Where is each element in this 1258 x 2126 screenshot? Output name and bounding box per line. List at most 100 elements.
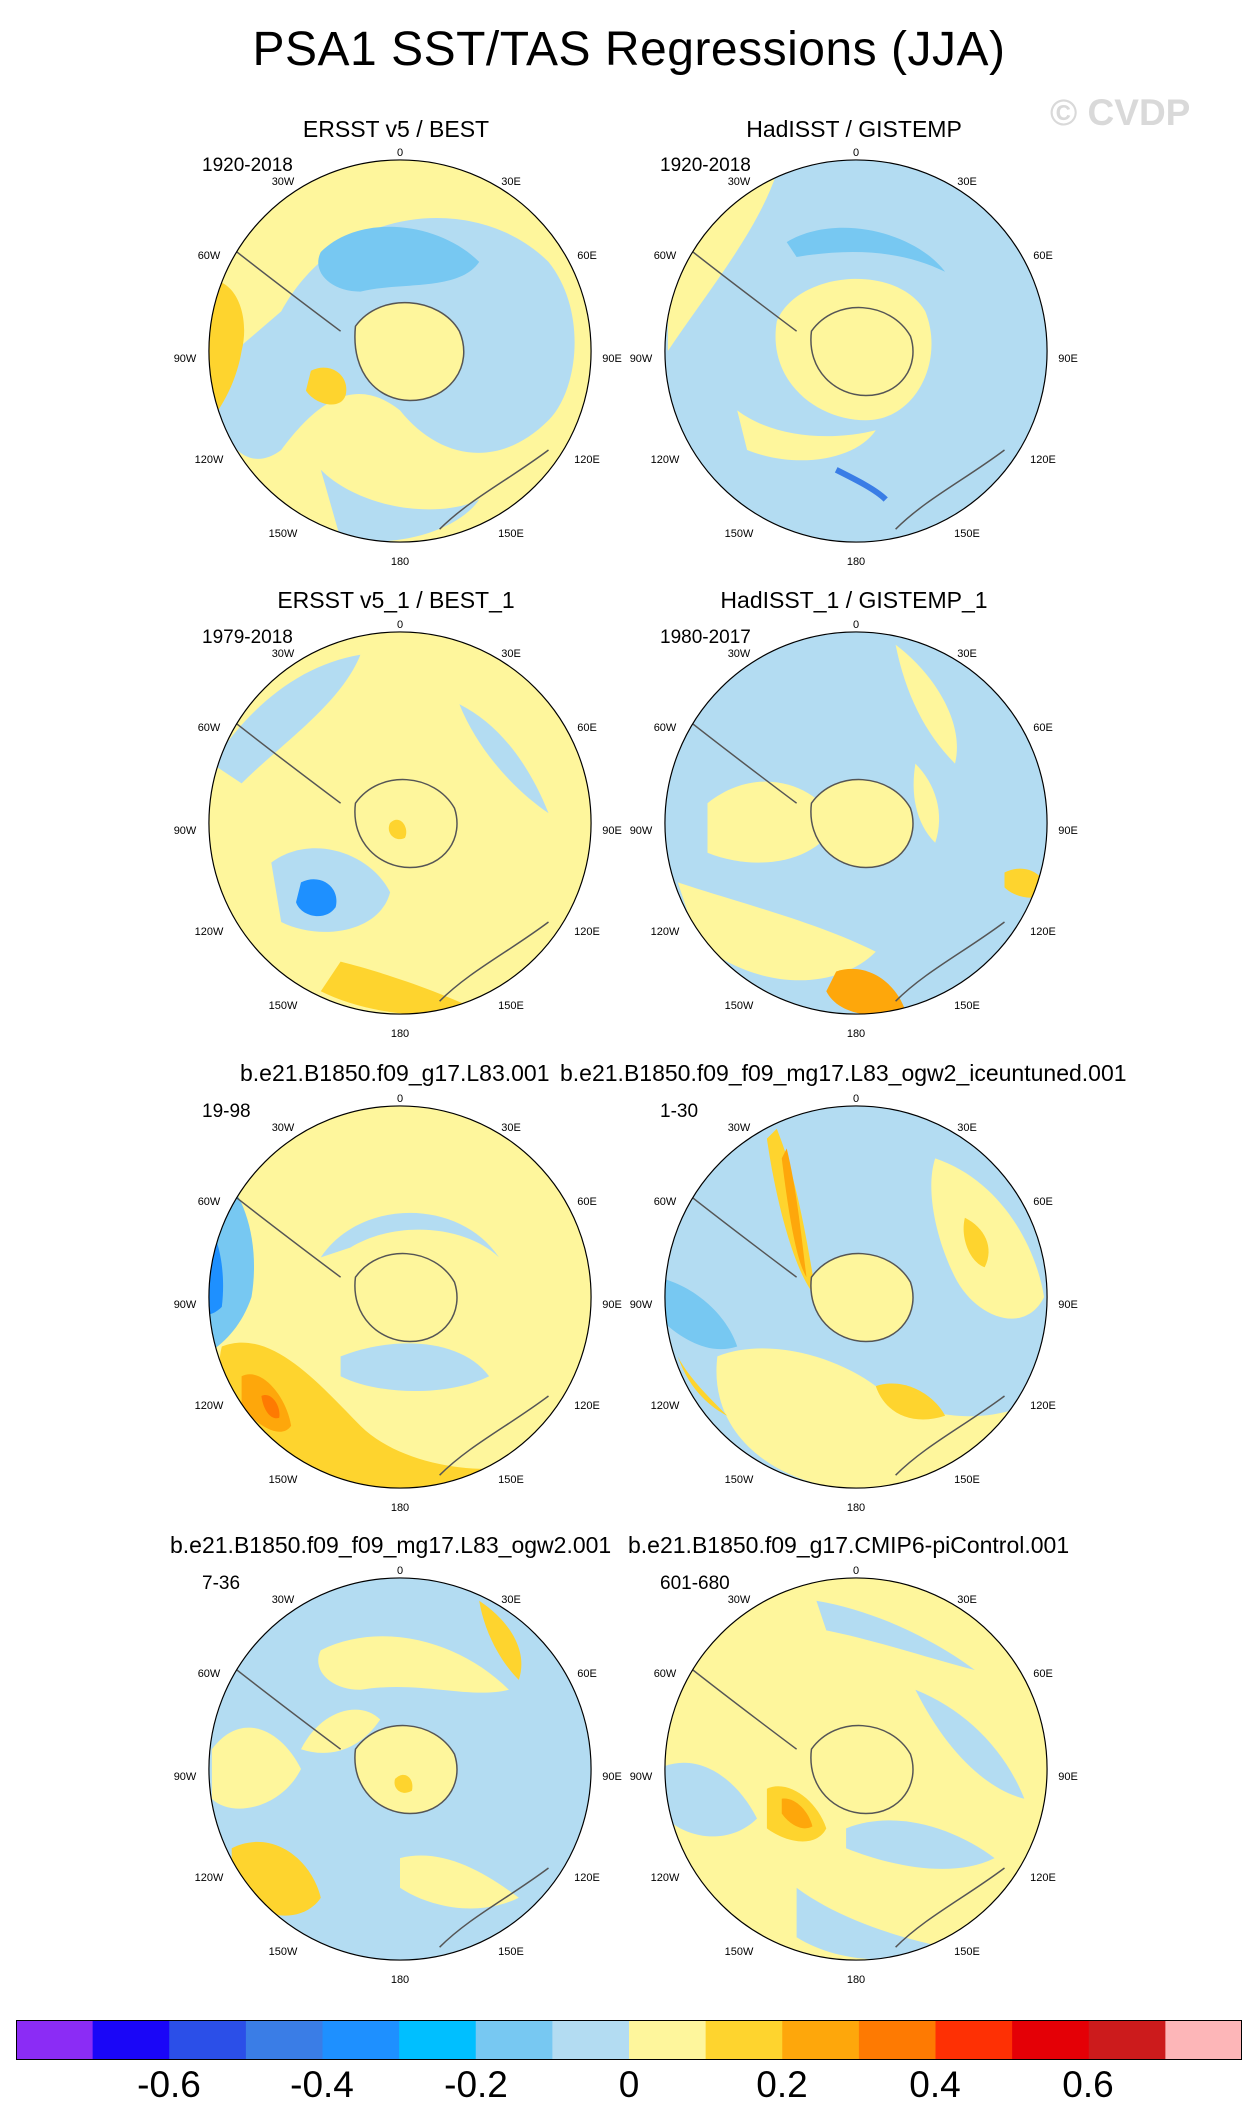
lon-label: 90E <box>602 1771 622 1783</box>
lon-label: 180 <box>390 1502 410 1514</box>
lon-label: 150E <box>498 1000 524 1012</box>
panel-title: ERSST v5_1 / BEST_1 <box>277 587 515 613</box>
lon-label: 150E <box>954 1000 980 1012</box>
lon-label: 0 <box>852 147 860 159</box>
lon-label: 0 <box>396 147 404 159</box>
colorbar-box <box>1088 2020 1166 2060</box>
lon-label: 30W <box>271 1594 295 1606</box>
lon-label: 120W <box>194 454 224 466</box>
lon-label: 90E <box>602 353 622 365</box>
lon-label: 60E <box>577 1196 597 1208</box>
lon-label: 120E <box>1030 454 1056 466</box>
polar-map <box>208 631 592 1015</box>
colorbar-tick-label: 0 <box>618 2064 640 2105</box>
lon-label: 150W <box>268 1946 298 1958</box>
colorbar-box <box>935 2020 1013 2060</box>
panel-title: HadISST / GISTEMP <box>746 116 962 142</box>
lon-label: 150E <box>498 528 524 540</box>
lon-label: 180 <box>846 556 866 568</box>
polar-map <box>208 159 592 543</box>
panel-title: b.e21.B1850.f09_g17.CMIP6-piControl.001 <box>628 1532 1070 1558</box>
lon-label: 60E <box>1033 250 1053 262</box>
lon-label: 30E <box>501 1122 521 1134</box>
polar-map <box>208 1105 592 1489</box>
lon-label: 120W <box>650 926 680 938</box>
lon-label: 150E <box>498 1946 524 1958</box>
colorbar-box <box>782 2020 860 2060</box>
lon-label: 60E <box>577 1668 597 1680</box>
lon-label: 30E <box>501 176 521 188</box>
panel-title: b.e21.B1850.f09_f09_mg17.L83_ogw2.001 <box>170 1532 612 1558</box>
lon-label: 120W <box>650 1872 680 1884</box>
colorbar-box <box>92 2020 170 2060</box>
lon-label: 150W <box>268 528 298 540</box>
lon-label: 90W <box>173 825 197 837</box>
colorbar-box <box>552 2020 630 2060</box>
lon-label: 150E <box>954 1474 980 1486</box>
lon-label: 150W <box>268 1000 298 1012</box>
lon-label: 150W <box>724 528 754 540</box>
lon-label: 150E <box>954 528 980 540</box>
lon-label: 60W <box>197 250 221 262</box>
colorbar-tick-label: -0.6 <box>137 2064 201 2105</box>
lon-label: 120W <box>194 1400 224 1412</box>
lon-label: 60E <box>1033 1668 1053 1680</box>
lon-label: 120E <box>1030 1400 1056 1412</box>
lon-label: 120E <box>1030 1872 1056 1884</box>
panel-years: 19-98 <box>202 1101 251 1122</box>
lon-label: 60W <box>197 722 221 734</box>
lon-label: 120E <box>574 926 600 938</box>
lon-label: 90W <box>173 1771 197 1783</box>
lon-label: 60W <box>653 1668 677 1680</box>
colorbar-box <box>322 2020 400 2060</box>
lon-label: 30E <box>957 1122 977 1134</box>
polar-map <box>664 631 1048 1015</box>
lon-label: 120E <box>1030 926 1056 938</box>
lon-label: 150W <box>724 1474 754 1486</box>
lon-label: 30W <box>727 648 751 660</box>
lon-label: 150W <box>724 1000 754 1012</box>
colorbar-box <box>1165 2020 1242 2060</box>
lon-label: 120W <box>650 1400 680 1412</box>
polar-map <box>664 1105 1048 1489</box>
panel-years: 1980-2017 <box>660 627 751 648</box>
lon-label: 90W <box>629 1771 653 1783</box>
lon-label: 90W <box>173 353 197 365</box>
lon-label: 90W <box>629 1299 653 1311</box>
colorbar-box <box>169 2020 247 2060</box>
lon-label: 120E <box>574 1872 600 1884</box>
panel-years: 1979-2018 <box>202 627 293 648</box>
panel-years: 7-36 <box>202 1573 241 1594</box>
lon-label: 30W <box>727 1122 751 1134</box>
lon-label: 60E <box>577 250 597 262</box>
lon-label: 150W <box>724 1946 754 1958</box>
lon-label: 180 <box>846 1028 866 1040</box>
panel-years: 601-680 <box>660 1573 730 1594</box>
lon-label: 90E <box>1058 353 1078 365</box>
polar-map <box>664 159 1048 543</box>
lon-label: 30W <box>271 648 295 660</box>
lon-label: 30E <box>957 176 977 188</box>
figure-title: PSA1 SST/TAS Regressions (JJA) <box>252 23 1006 76</box>
colorbar <box>16 2020 1242 2060</box>
lon-label: 30W <box>271 176 295 188</box>
lon-label: 60E <box>1033 1196 1053 1208</box>
lon-label: 90W <box>173 1299 197 1311</box>
colorbar-box <box>629 2020 707 2060</box>
colorbar-tick-label: 0.4 <box>909 2064 961 2105</box>
lon-label: 180 <box>846 1502 866 1514</box>
panel-years: 1-30 <box>660 1101 699 1122</box>
lon-label: 90E <box>1058 1771 1078 1783</box>
colorbar-box <box>399 2020 477 2060</box>
colorbar-box <box>16 2020 94 2060</box>
lon-label: 120E <box>574 1400 600 1412</box>
colorbar-tick-label: 0.6 <box>1062 2064 1114 2105</box>
lon-label: 150E <box>954 1946 980 1958</box>
lon-label: 60W <box>197 1196 221 1208</box>
lon-label: 180 <box>390 1974 410 1986</box>
panel-title: b.e21.B1850.f09_g17.L83.001 <box>240 1060 550 1086</box>
colorbar-box <box>858 2020 937 2060</box>
lon-label: 90E <box>602 1299 622 1311</box>
colorbar-box <box>705 2020 783 2060</box>
lon-label: 0 <box>852 1093 860 1105</box>
